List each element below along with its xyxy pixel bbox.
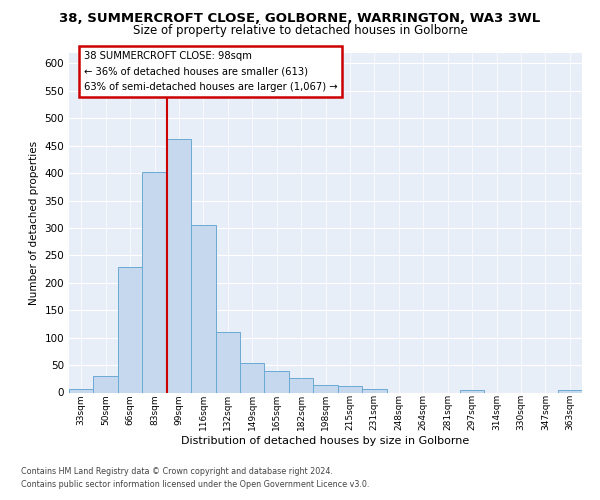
X-axis label: Distribution of detached houses by size in Golborne: Distribution of detached houses by size …: [181, 436, 470, 446]
Bar: [215, 332, 240, 392]
Text: 38 SUMMERCROFT CLOSE: 98sqm
← 36% of detached houses are smaller (613)
63% of se: 38 SUMMERCROFT CLOSE: 98sqm ← 36% of det…: [83, 51, 337, 92]
Text: 38, SUMMERCROFT CLOSE, GOLBORNE, WARRINGTON, WA3 3WL: 38, SUMMERCROFT CLOSE, GOLBORNE, WARRING…: [59, 12, 541, 26]
Bar: [313, 385, 338, 392]
Bar: [191, 224, 215, 392]
Text: Contains HM Land Registry data © Crown copyright and database right 2024.: Contains HM Land Registry data © Crown c…: [21, 468, 333, 476]
Bar: [289, 378, 313, 392]
Bar: [142, 172, 167, 392]
Bar: [94, 376, 118, 392]
Text: Contains public sector information licensed under the Open Government Licence v3: Contains public sector information licen…: [21, 480, 370, 489]
Bar: [167, 138, 191, 392]
Bar: [118, 268, 142, 392]
Bar: [240, 363, 265, 392]
Text: Size of property relative to detached houses in Golborne: Size of property relative to detached ho…: [133, 24, 467, 37]
Bar: [265, 371, 289, 392]
Bar: [69, 389, 94, 392]
Bar: [557, 390, 582, 392]
Bar: [362, 389, 386, 392]
Bar: [460, 390, 484, 392]
Bar: [338, 386, 362, 392]
Y-axis label: Number of detached properties: Number of detached properties: [29, 140, 39, 304]
